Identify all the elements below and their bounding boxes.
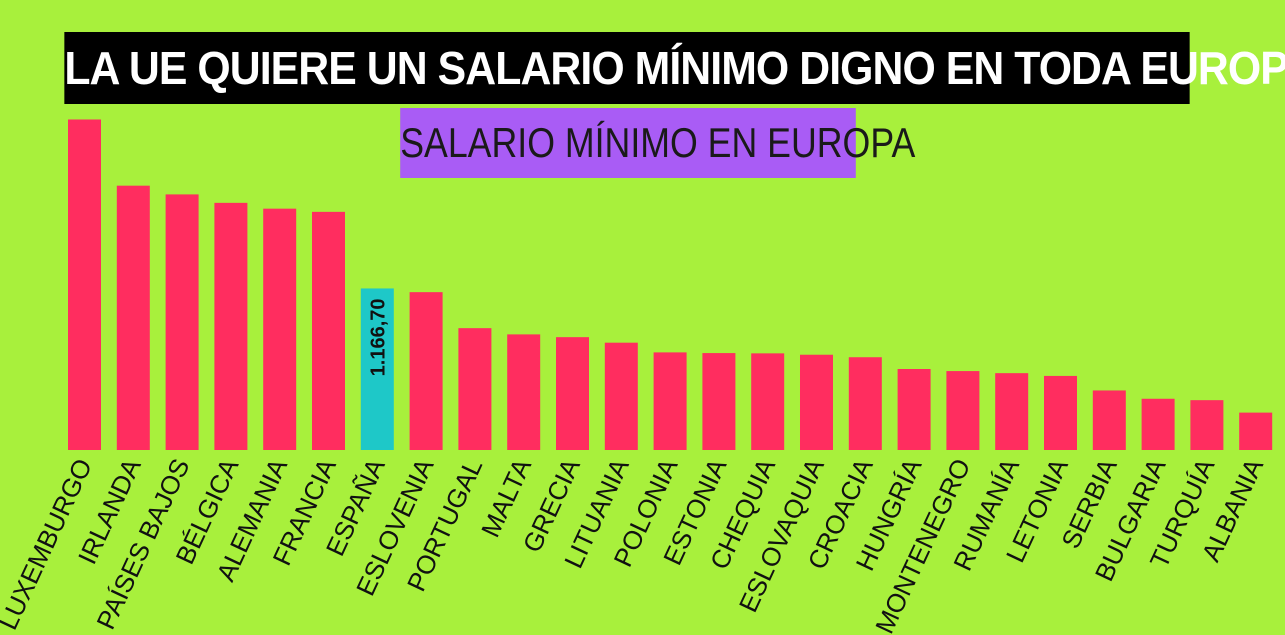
bar-albania — [1239, 412, 1273, 450]
bar-serbia — [1092, 390, 1126, 450]
chart-title: LA UE QUIERE UN SALARIO MÍNIMO DIGNO EN … — [64, 32, 1285, 104]
bar-montenegro — [946, 371, 980, 450]
bar-hungría — [897, 369, 931, 450]
bar-irlanda — [116, 185, 150, 450]
bar-grecia — [556, 337, 589, 450]
bar-francia — [312, 211, 345, 450]
bar-bulgaria — [1141, 398, 1175, 450]
bar-turquía — [1190, 400, 1224, 450]
bar-letonia — [1044, 375, 1077, 450]
bar-malta — [507, 334, 541, 450]
bar-españa — [360, 288, 394, 450]
data-label: 1.166,70 — [367, 298, 389, 376]
bar-rumanía — [995, 373, 1029, 450]
bar-estonia — [702, 353, 736, 450]
chart-subtitle: SALARIO MÍNIMO EN EUROPA — [400, 108, 915, 178]
bar-luxemburgo — [68, 119, 101, 450]
bar-polonia — [653, 352, 687, 450]
bar-eslovenia — [409, 292, 443, 450]
bar-países-bajos — [165, 194, 199, 450]
bar-bélgica — [214, 202, 248, 450]
bar-lituania — [604, 342, 638, 450]
bar-portugal — [458, 328, 492, 450]
bar-eslovaquia — [800, 354, 833, 450]
bar-croacia — [848, 357, 882, 450]
bar-chequia — [751, 353, 785, 450]
bar-alemania — [263, 208, 297, 450]
